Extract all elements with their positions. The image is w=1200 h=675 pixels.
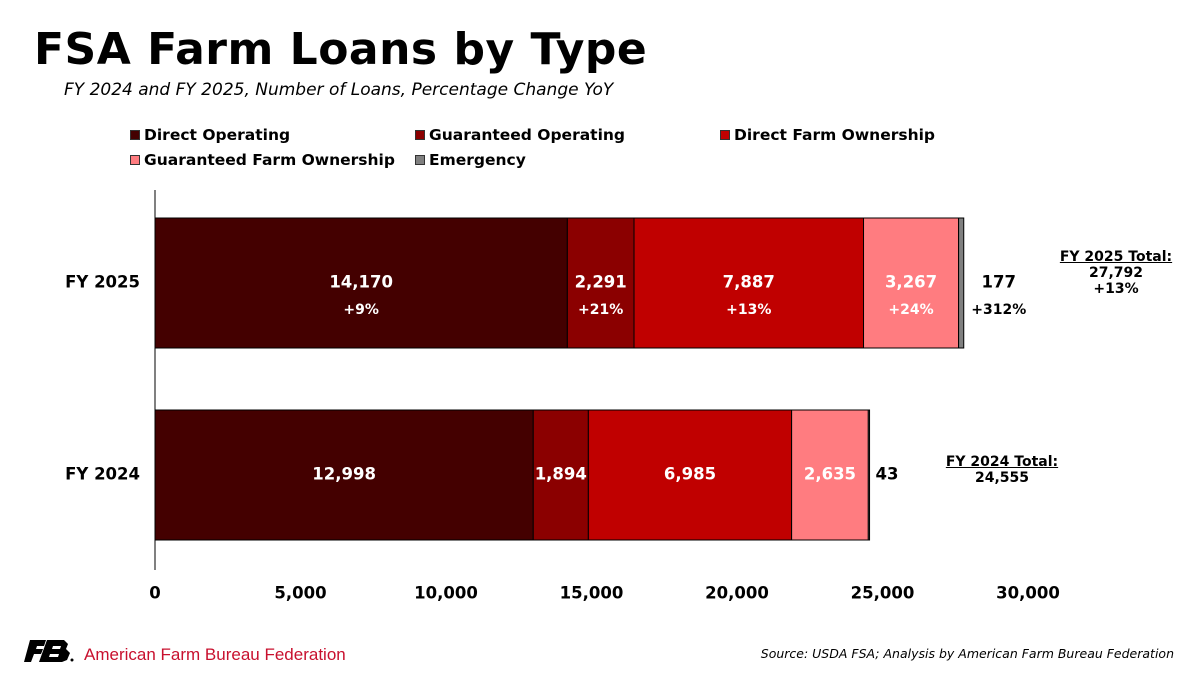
chart-subtitle: FY 2024 and FY 2025, Number of Loans, Pe… (64, 80, 614, 100)
bar-segment (532, 409, 589, 541)
change-label: +312% (971, 302, 1026, 318)
fy2024-total: FY 2024 Total: 24,555 (936, 454, 1068, 486)
fb-logo-icon (24, 640, 74, 662)
legend-label: Guaranteed Farm Ownership (144, 151, 395, 169)
bar-segment (587, 409, 793, 541)
data-label: 2,635 (804, 465, 856, 484)
legend-item-direct-operating: Direct Operating (130, 126, 290, 144)
data-label: 14,170 (329, 273, 393, 292)
fy2025-total-change: +13% (1093, 281, 1139, 297)
x-tick-label: 10,000 (414, 584, 478, 603)
data-label: 1,894 (535, 465, 587, 484)
fy2025-total: FY 2025 Total: 27,792 +13% (1050, 249, 1182, 297)
footer-organization: American Farm Bureau Federation (84, 645, 346, 664)
bar-segment (633, 217, 865, 349)
chart-title: FSA Farm Loans by Type (34, 24, 648, 75)
x-tick-label: 25,000 (851, 584, 915, 603)
legend-item-guaranteed-farm-ownership: Guaranteed Farm Ownership (130, 151, 395, 169)
category-label: FY 2025 (65, 273, 140, 292)
category-label: FY 2024 (65, 465, 140, 484)
bar-segment (154, 217, 568, 349)
data-label: 12,998 (312, 465, 376, 484)
legend-label: Direct Operating (144, 126, 291, 144)
legend-label: Direct Farm Ownership (734, 126, 936, 144)
data-label: 7,887 (723, 273, 775, 292)
change-label: +21% (578, 302, 623, 318)
legend-swatch (415, 130, 425, 140)
data-label: 6,985 (664, 465, 716, 484)
data-label: 2,291 (575, 273, 627, 292)
bar-segment (958, 217, 965, 349)
legend-item-emergency: Emergency (415, 151, 526, 169)
data-label: 43 (876, 465, 899, 484)
fy2025-total-value: 27,792 (1088, 265, 1144, 281)
bar-segment (867, 409, 871, 541)
legend-swatch (130, 130, 140, 140)
legend: Direct Operating Guaranteed Operating Di… (130, 126, 1030, 176)
legend-label: Guaranteed Operating (429, 126, 626, 144)
legend-item-direct-farm-ownership: Direct Farm Ownership (720, 126, 935, 144)
legend-label: Emergency (429, 151, 526, 169)
fy2025-total-heading: FY 2025 Total: (1059, 249, 1173, 265)
fy2024-total-value: 24,555 (974, 470, 1030, 486)
change-label: +24% (888, 302, 933, 318)
data-label: 3,267 (885, 273, 937, 292)
x-tick-label: 20,000 (705, 584, 769, 603)
source-note: Source: USDA FSA; Analysis by American F… (760, 646, 1174, 661)
change-label: +13% (726, 302, 771, 318)
bar-segment (154, 409, 534, 541)
x-tick-label: 0 (149, 584, 160, 603)
x-tick-label: 30,000 (996, 584, 1060, 603)
legend-swatch (130, 155, 140, 165)
x-tick-label: 15,000 (560, 584, 624, 603)
x-tick-label: 5,000 (274, 584, 326, 603)
legend-item-guaranteed-operating: Guaranteed Operating (415, 126, 625, 144)
legend-swatch (415, 155, 425, 165)
data-label: 177 (982, 273, 1016, 292)
fy2024-total-heading: FY 2024 Total: (945, 454, 1059, 470)
legend-swatch (720, 130, 730, 140)
bar-segment (566, 217, 635, 349)
change-label: +9% (343, 302, 379, 318)
